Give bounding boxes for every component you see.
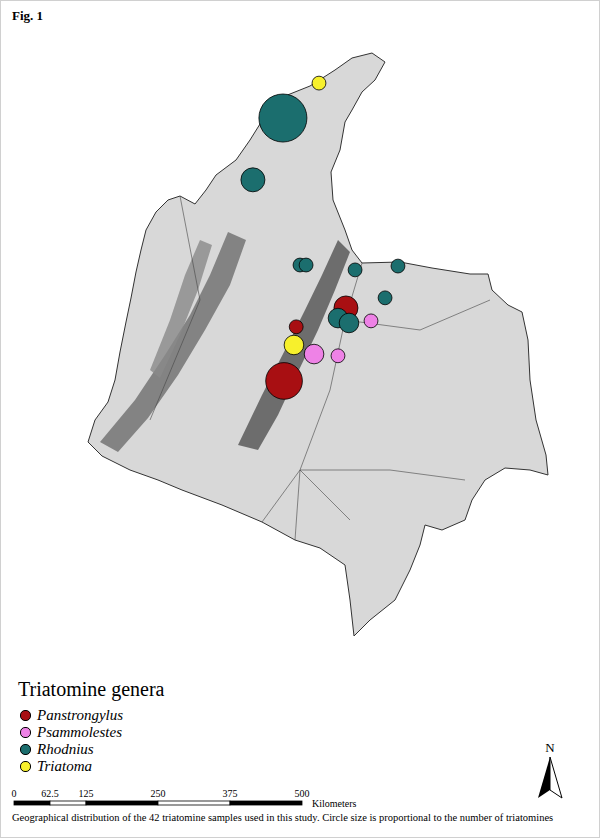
svg-text:250: 250: [151, 788, 166, 799]
html-text:Triatomine genera: Triatomine genera: [18, 678, 165, 700]
html-text:Geographical distribution of t: Geographical distribution of the 42 tria…: [12, 812, 554, 823]
html-text:Fig. 1: Fig. 1: [12, 8, 44, 23]
html-text:Triatoma: Triatoma: [37, 758, 92, 774]
html-text:Panstrongylus: Panstrongylus: [37, 707, 124, 723]
html-text:Rhodnius: Rhodnius: [37, 741, 94, 757]
svg-text:62.5: 62.5: [41, 788, 59, 799]
svg-text:500: 500: [295, 788, 310, 799]
svg-text:125: 125: [79, 788, 94, 799]
svg-text:0: 0: [12, 788, 17, 799]
html-text:Psammolestes: Psammolestes: [37, 724, 122, 740]
svg-text:375: 375: [223, 788, 238, 799]
svg-text:N: N: [545, 740, 555, 755]
svg-text:Kilometers: Kilometers: [312, 798, 357, 809]
